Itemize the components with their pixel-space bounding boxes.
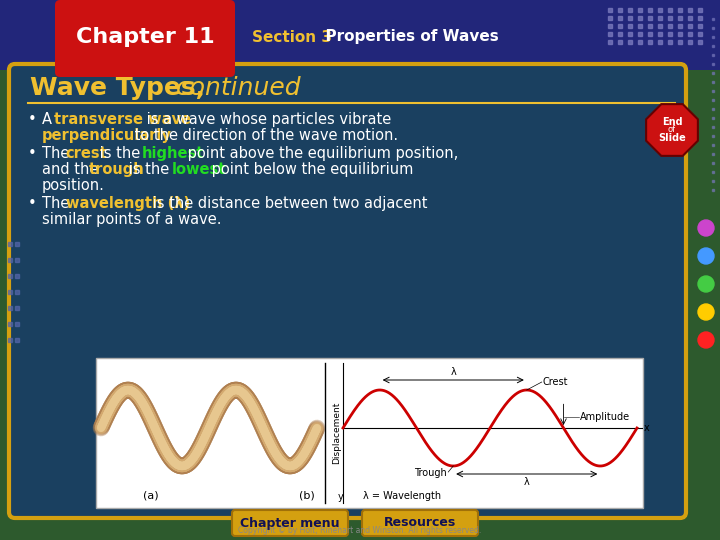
Text: •: • — [28, 112, 37, 127]
FancyBboxPatch shape — [232, 510, 348, 536]
Text: Resources: Resources — [384, 516, 456, 530]
Text: x: x — [644, 423, 649, 433]
Circle shape — [698, 276, 714, 292]
FancyBboxPatch shape — [55, 0, 235, 77]
FancyBboxPatch shape — [0, 0, 720, 70]
Text: Section 3: Section 3 — [252, 30, 332, 44]
Text: The: The — [42, 196, 74, 211]
FancyBboxPatch shape — [96, 358, 643, 508]
Text: λ: λ — [451, 367, 456, 377]
Text: crest: crest — [66, 146, 107, 161]
Text: y: y — [338, 492, 344, 502]
Text: λ: λ — [524, 477, 530, 487]
Text: Displacement: Displacement — [332, 402, 341, 464]
Text: point above the equilibrium position,: point above the equilibrium position, — [183, 146, 459, 161]
Text: continued: continued — [168, 76, 301, 100]
Text: and the: and the — [42, 162, 103, 177]
Text: wavelength (λ): wavelength (λ) — [66, 196, 189, 211]
Text: is the distance between two adjacent: is the distance between two adjacent — [148, 196, 428, 211]
Text: (b): (b) — [300, 490, 315, 500]
Text: The: The — [42, 146, 74, 161]
Text: End: End — [662, 117, 683, 127]
Text: is the: is the — [125, 162, 174, 177]
Circle shape — [698, 332, 714, 348]
Text: Properties of Waves: Properties of Waves — [315, 30, 499, 44]
Text: transverse wave: transverse wave — [54, 112, 191, 127]
Text: λ = Wavelength: λ = Wavelength — [363, 491, 441, 501]
Text: Wave Types,: Wave Types, — [30, 76, 205, 100]
Text: position.: position. — [42, 178, 105, 193]
Text: similar points of a wave.: similar points of a wave. — [42, 212, 222, 227]
Text: to the direction of the wave motion.: to the direction of the wave motion. — [130, 128, 398, 143]
Text: Slide: Slide — [658, 133, 686, 143]
Text: point below the equilibrium: point below the equilibrium — [207, 162, 413, 177]
Text: Chapter 11: Chapter 11 — [76, 27, 215, 47]
Text: perpendicularly: perpendicularly — [42, 128, 172, 143]
FancyBboxPatch shape — [362, 510, 478, 536]
Text: highest: highest — [142, 146, 204, 161]
Text: Amplitude: Amplitude — [580, 411, 629, 422]
Text: lowest: lowest — [171, 162, 226, 177]
Text: Crest: Crest — [543, 377, 568, 387]
Text: trough: trough — [89, 162, 145, 177]
Circle shape — [698, 220, 714, 236]
Text: is the: is the — [95, 146, 145, 161]
Text: •: • — [28, 146, 37, 161]
Text: •: • — [28, 196, 37, 211]
FancyBboxPatch shape — [9, 64, 686, 518]
Text: Chapter menu: Chapter menu — [240, 516, 340, 530]
Text: A: A — [42, 112, 57, 127]
Circle shape — [698, 304, 714, 320]
Text: Copyright © by Holt, Rinehart and Winston. All rights reserved.: Copyright © by Holt, Rinehart and Winsto… — [238, 526, 482, 535]
Text: (a): (a) — [143, 490, 159, 500]
Circle shape — [698, 248, 714, 264]
Text: of: of — [668, 125, 676, 134]
Polygon shape — [646, 104, 698, 156]
Text: is a wave whose particles vibrate: is a wave whose particles vibrate — [142, 112, 391, 127]
Text: Trough: Trough — [415, 468, 447, 478]
